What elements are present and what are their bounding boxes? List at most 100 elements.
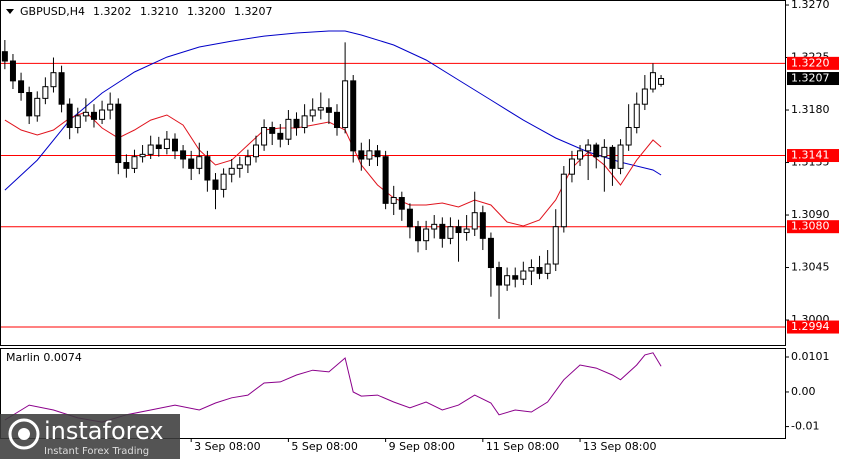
candle-body bbox=[325, 107, 332, 113]
candle-body bbox=[115, 103, 122, 164]
candle-body bbox=[244, 156, 251, 166]
candle-body bbox=[479, 212, 486, 239]
candle-body bbox=[423, 228, 430, 242]
y-tick-label: 1.3270 bbox=[791, 0, 830, 11]
candle-body bbox=[220, 173, 227, 190]
candle-body bbox=[601, 146, 608, 158]
y-tick-label: -0.01 bbox=[791, 420, 819, 433]
level-price-label: 1.3220 bbox=[791, 56, 830, 69]
oscillator-line bbox=[4, 352, 662, 423]
candle-body bbox=[66, 103, 73, 129]
candle-body bbox=[374, 150, 381, 158]
candle-body bbox=[382, 156, 389, 204]
candle-body bbox=[342, 80, 349, 129]
candle-body bbox=[277, 132, 284, 140]
y-tick-label: 1.3045 bbox=[791, 261, 830, 274]
candle-body bbox=[617, 144, 624, 169]
symbol-menu-icon[interactable] bbox=[6, 9, 14, 14]
candle-body bbox=[285, 118, 292, 140]
candle-body bbox=[633, 103, 640, 129]
watermark-icon bbox=[8, 418, 40, 450]
candle-body bbox=[90, 111, 97, 120]
candle-body bbox=[625, 127, 632, 146]
candle-body bbox=[406, 208, 413, 228]
candle-body bbox=[528, 267, 535, 272]
candle-body bbox=[188, 158, 195, 169]
oscillator-title: Marlin 0.0074 bbox=[6, 351, 82, 364]
candle-body bbox=[496, 267, 503, 286]
candle-body bbox=[350, 80, 357, 152]
candle-body bbox=[649, 72, 656, 90]
x-tick-label: 5 Sep 08:00 bbox=[291, 440, 357, 453]
candle-body bbox=[99, 109, 106, 120]
candle-body bbox=[577, 150, 584, 160]
candle-body bbox=[366, 150, 373, 160]
candle-body bbox=[212, 179, 219, 190]
candle-body bbox=[236, 164, 243, 169]
x-tick-label: 3 Sep 08:00 bbox=[194, 440, 260, 453]
x-tick-label: 9 Sep 08:00 bbox=[389, 440, 455, 453]
candle-body bbox=[196, 156, 203, 169]
candle-body bbox=[123, 162, 130, 169]
candle-body bbox=[609, 146, 616, 169]
y-tick-label: 0.00 bbox=[791, 385, 816, 398]
candle-body bbox=[552, 226, 559, 265]
candle-body bbox=[163, 138, 170, 150]
candle-body bbox=[593, 144, 600, 158]
candle-body bbox=[269, 127, 276, 134]
moving-average bbox=[4, 30, 662, 191]
candle-body bbox=[82, 111, 89, 117]
candle-body bbox=[471, 212, 478, 230]
candle-body bbox=[463, 228, 470, 234]
candle-body bbox=[512, 275, 519, 280]
candle-body bbox=[301, 115, 308, 129]
candle-body bbox=[504, 275, 511, 286]
main-panel-frame bbox=[0, 0, 786, 346]
candle-body bbox=[439, 223, 446, 239]
candle-body bbox=[34, 97, 41, 117]
oscillator-panel-frame bbox=[0, 348, 786, 439]
ohlc-value: 1.3210 bbox=[140, 5, 179, 18]
candle-body bbox=[309, 109, 316, 117]
symbol-title: GBPUSD,H4 bbox=[20, 5, 85, 18]
candle-body bbox=[26, 92, 33, 117]
x-tick-label: 11 Sep 08:00 bbox=[486, 440, 559, 453]
candle-body bbox=[520, 270, 527, 280]
watermark-icon-core bbox=[18, 428, 30, 440]
candle-body bbox=[131, 156, 138, 169]
candle-body bbox=[18, 80, 25, 94]
level-price-box bbox=[787, 149, 839, 163]
candle-body bbox=[252, 144, 259, 158]
candle-body bbox=[487, 237, 494, 269]
candle-body bbox=[9, 60, 16, 82]
candle-body bbox=[42, 86, 49, 99]
level-price-label: 1.3141 bbox=[791, 149, 830, 162]
candle-body bbox=[390, 197, 397, 204]
candle-body bbox=[74, 115, 81, 129]
x-tick-label: 13 Sep 08:00 bbox=[583, 440, 656, 453]
ohlc-value: 1.3200 bbox=[187, 5, 226, 18]
level-price-box bbox=[787, 220, 839, 234]
candle-body bbox=[544, 263, 551, 274]
level-price-box bbox=[787, 56, 839, 70]
level-price-label: 1.3080 bbox=[791, 220, 830, 233]
candle-body bbox=[293, 118, 300, 129]
candle-body bbox=[107, 103, 114, 111]
candle-body bbox=[415, 226, 422, 242]
y-tick-label: 1.3180 bbox=[791, 103, 830, 116]
candle-body bbox=[1, 51, 8, 62]
candle-body bbox=[147, 144, 154, 155]
candle-body bbox=[641, 88, 648, 105]
y-tick-label: 1.3090 bbox=[791, 208, 830, 221]
candle-body bbox=[455, 226, 462, 234]
watermark-brand: instaforex bbox=[44, 417, 164, 445]
watermark-tagline: Instant Forex Trading bbox=[44, 446, 149, 457]
candle-body bbox=[180, 150, 187, 160]
last-price-label: 1.3207 bbox=[791, 72, 830, 85]
candle-body bbox=[334, 111, 341, 129]
candle-body bbox=[358, 150, 365, 160]
candle-body bbox=[155, 144, 162, 150]
candle-body bbox=[171, 138, 178, 152]
candle-body bbox=[447, 226, 454, 239]
